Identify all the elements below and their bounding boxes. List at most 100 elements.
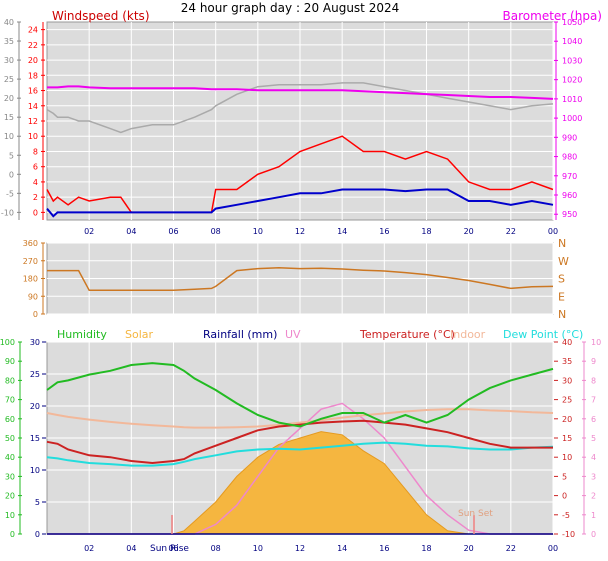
humidity-tick-label: 40 [5,453,15,462]
uv-tick-label: 9 [591,357,596,366]
direction-tick-label: 180 [23,275,38,284]
windspeed-tick-label: 12 [28,117,38,126]
temperature-tick-label: 30 [562,376,572,385]
rainfall-tick-label: 15 [30,434,40,443]
outdoor-temp-tick-label: -10 [1,208,14,217]
conditions-x-tick-label: 20 [464,544,474,553]
legend-entry: Rainfall (mm) [203,328,277,341]
windspeed-tick-label: 4 [33,178,38,187]
barometer-line [47,85,554,100]
humidity-tick-label: 20 [5,492,15,501]
uv-tick-label: 6 [591,415,596,424]
humidity-tick-label: 80 [5,376,15,385]
compass-label: N [558,308,566,321]
uv-tick-label: 5 [591,434,596,443]
temperature-tick-label: 10 [562,453,572,462]
sun-set-label: Sun Set [458,509,493,519]
conditions-x-tick-label: 22 [506,544,516,553]
outdoor-temp-tick-label: 15 [4,113,14,122]
humidity-tick-label: 70 [5,396,15,405]
barometer-tick-label: 990 [562,133,577,142]
direction-tick-label: 0 [33,310,38,319]
wind-grid [47,22,554,220]
outdoor-temp-tick-label: -5 [6,189,14,198]
legend-entry: Dew Point (°C) [503,328,583,341]
outdoor-temp-tick-label: 20 [4,94,14,103]
humidity-tick-label: 30 [5,472,15,481]
windspeed-tick-label: 10 [28,132,38,141]
wind-x-tick-label: 08 [211,227,221,236]
legend-entry: Humidity [57,328,107,341]
temperature-tick-label: 15 [562,434,572,443]
uv-tick-label: 10 [591,338,601,347]
conditions-x-tick-label: 18 [421,544,431,553]
compass-label: S [558,273,565,286]
outdoor-temp-axis-ticks: 40 35 30 25 20 15 10 5 0 -5 -10 [1,18,21,220]
outdoor-temp-tick-label: 30 [4,56,14,65]
temperature-tick-label: 25 [562,396,572,405]
windspeed-tick-label: 14 [28,102,38,111]
conditions-legend: Humidity Solar Rainfall (mm) UV Temperature … [57,328,583,341]
temperature-tick-label: 20 [562,415,572,424]
wind-x-tick-label: 22 [506,227,516,236]
wind-x-tick-label: 12 [295,227,305,236]
barometer-tick-label: 1000 [562,114,582,123]
direction-tick-label: 270 [23,257,38,266]
windspeed-tick-label: 20 [28,56,38,65]
rainfall-tick-label: 10 [30,466,40,475]
temperature-axis-ticks: 40 35 30 25 20 15 10 5 0 -5 -10 [554,338,575,539]
direction-grid [47,242,554,315]
outdoor-temp-tick-label: 25 [4,75,14,84]
barometer-tick-label: 1020 [562,76,582,85]
legend-entry: Temperature (°C) [359,328,455,341]
direction-axis-ticks: 360 270 180 90 0 [23,239,45,319]
outdoor-temp-tick-label: 0 [9,170,14,179]
barometer-tick-label: 950 [562,210,577,219]
uv-tick-label: 1 [591,511,596,520]
conditions-x-tick-label: 00 [548,544,558,553]
wind-x-tick-label: 14 [337,227,347,236]
wind-x-tick-label: 02 [84,227,94,236]
temperature-tick-label: -10 [562,530,575,539]
wind-x-tick-label: 00 [548,227,558,236]
wind-x-tick-label: 10 [253,227,263,236]
conditions-x-tick-label: 02 [84,544,94,553]
legend-entry: Indoor [450,328,486,341]
conditions-x-tick-label: 12 [295,544,305,553]
wind-x-tick-label: 18 [421,227,431,236]
temperature-tick-label: 0 [562,492,567,501]
rainfall-tick-label: 20 [30,402,40,411]
windspeed-tick-label: 6 [33,163,38,172]
compass-label: E [558,290,565,303]
outdoor-temp-tick-label: 35 [4,37,14,46]
windspeed-tick-label: 18 [28,71,38,80]
windspeed-tick-label: 24 [28,26,38,35]
humidity-tick-label: 100 [0,338,15,347]
uv-tick-label: 8 [591,376,596,385]
windspeed-tick-label: 0 [33,208,38,217]
rainfall-axis-ticks: 30 25 20 15 10 5 0 [30,338,46,539]
rainfall-tick-label: 30 [30,338,40,347]
sun-rise-label: Sun Rise [150,544,189,554]
barometer-label: Barometer (hpa) [503,9,602,23]
rainfall-tick-label: 5 [35,498,40,507]
temperature-line [46,419,553,465]
wind-x-tick-label: 20 [464,227,474,236]
temperature-tick-label: 5 [562,472,567,481]
compass-label: W [558,255,569,268]
humidity-tick-label: 90 [5,357,15,366]
windspeed-tick-label: 16 [28,87,38,96]
wind-average-line [46,188,554,218]
wind-direction-line [47,266,554,292]
compass-label: N [558,237,566,250]
temperature-tick-label: 40 [562,338,572,347]
wind-gust-line [46,135,554,214]
wind-x-tick-label: 16 [379,227,389,236]
wind-x-axis-ticks: 02 04 06 08 10 12 14 16 18 20 22 00 [84,227,558,236]
conditions-x-tick-label: 16 [379,544,389,553]
barometer-tick-label: 970 [562,172,577,181]
